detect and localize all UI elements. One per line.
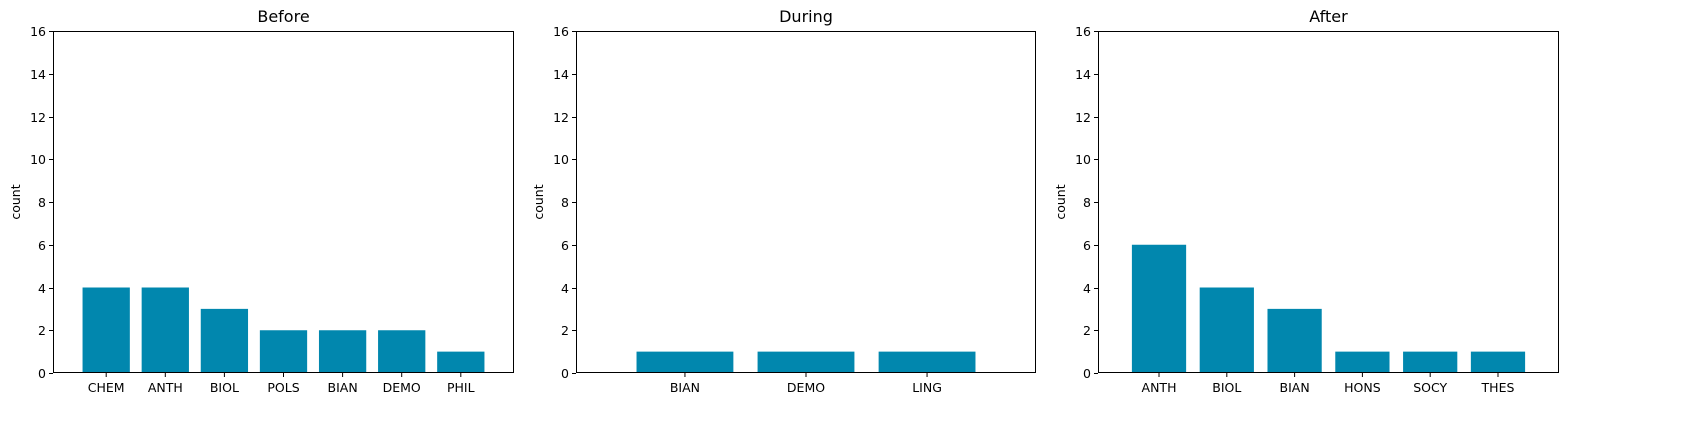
bar-ling <box>878 351 976 373</box>
x-tick-label: DEMO <box>787 380 825 395</box>
y-tick-label: 0 <box>561 366 569 381</box>
x-ticks: ANTH BIOL BIAN HONS SOCY THES <box>1142 373 1515 395</box>
x-tick-label: BIOL <box>210 380 239 395</box>
y-axis-label: count <box>8 184 23 219</box>
subplot-after: After count 0 2 4 6 8 10 12 14 16 ANTH BIOL BIAN HO… <box>1053 7 1559 395</box>
y-ticks: 0 2 4 6 8 10 12 14 16 <box>553 24 576 381</box>
subplot-title: During <box>779 7 833 26</box>
bar-demo <box>378 330 426 373</box>
y-tick-label: 8 <box>561 195 569 210</box>
y-tick-label: 2 <box>561 323 569 338</box>
x-tick-label: SOCY <box>1413 380 1447 395</box>
x-tick-label: BIAN <box>1280 380 1310 395</box>
x-tick-label: THES <box>1481 380 1515 395</box>
y-tick-label: 14 <box>553 67 569 82</box>
plot-frame <box>53 31 514 373</box>
y-tick-label: 0 <box>38 366 46 381</box>
x-tick-label: BIAN <box>670 380 700 395</box>
bar-anth <box>1131 244 1187 373</box>
y-tick-label: 16 <box>553 24 569 39</box>
bars <box>1131 244 1526 373</box>
y-tick-label: 8 <box>38 195 46 210</box>
bar-chem <box>82 287 130 373</box>
y-tick-label: 4 <box>38 281 46 296</box>
x-tick-label: ANTH <box>148 380 183 395</box>
x-tick-label: ANTH <box>1142 380 1177 395</box>
x-tick-label: PHIL <box>447 380 475 395</box>
y-axis-label: count <box>531 184 546 219</box>
bar-hons <box>1335 351 1390 373</box>
y-tick-label: 4 <box>561 281 569 296</box>
bar-bian <box>636 351 734 373</box>
bar-biol <box>200 308 249 373</box>
y-tick-label: 10 <box>1075 152 1091 167</box>
bar-phil <box>437 351 485 373</box>
y-tick-label: 10 <box>553 152 569 167</box>
x-tick-label: DEMO <box>383 380 421 395</box>
y-tick-label: 6 <box>561 238 569 253</box>
bar-demo <box>757 351 855 373</box>
y-tick-label: 14 <box>30 67 46 82</box>
subplot-before: Before count 0 2 4 6 8 10 12 14 16 CHEM ANTH BIOL P… <box>8 7 514 395</box>
x-tick-label: BIAN <box>328 380 358 395</box>
x-ticks: CHEM ANTH BIOL POLS BIAN DEMO PHIL <box>88 373 475 395</box>
plot-frame <box>1098 31 1559 373</box>
subplot-title: After <box>1309 7 1348 26</box>
y-tick-label: 16 <box>30 24 46 39</box>
bar-biol <box>1199 287 1254 373</box>
y-ticks: 0 2 4 6 8 10 12 14 16 <box>30 24 53 381</box>
bars <box>636 351 976 373</box>
bar-pols <box>259 330 308 373</box>
subplot-during: During count 0 2 4 6 8 10 12 14 16 BIAN DEMO LING <box>531 7 1036 395</box>
plot-frame <box>576 31 1036 373</box>
bars <box>82 287 485 373</box>
x-tick-label: LING <box>912 380 942 395</box>
x-tick-label: CHEM <box>88 380 125 395</box>
y-axis-label: count <box>1053 184 1068 219</box>
y-tick-label: 12 <box>553 110 569 125</box>
x-tick-label: HONS <box>1344 380 1381 395</box>
y-tick-label: 6 <box>1083 238 1091 253</box>
bar-bian <box>1267 308 1322 373</box>
y-ticks: 0 2 4 6 8 10 12 14 16 <box>1075 24 1098 381</box>
bar-bian <box>318 330 367 373</box>
y-tick-label: 16 <box>1075 24 1091 39</box>
bar-socy <box>1403 351 1458 373</box>
y-tick-label: 0 <box>1083 366 1091 381</box>
y-tick-label: 8 <box>1083 195 1091 210</box>
x-ticks: BIAN DEMO LING <box>670 373 942 395</box>
y-tick-label: 4 <box>1083 281 1091 296</box>
y-tick-label: 2 <box>38 323 46 338</box>
x-tick-label: POLS <box>267 380 299 395</box>
bar-anth <box>141 287 189 373</box>
y-tick-label: 12 <box>30 110 46 125</box>
y-tick-label: 14 <box>1075 67 1091 82</box>
y-tick-label: 10 <box>30 152 46 167</box>
subplot-title: Before <box>257 7 309 26</box>
y-tick-label: 6 <box>38 238 46 253</box>
y-tick-label: 2 <box>1083 323 1091 338</box>
y-tick-label: 12 <box>1075 110 1091 125</box>
bar-thes <box>1470 351 1526 373</box>
x-tick-label: BIOL <box>1212 380 1241 395</box>
